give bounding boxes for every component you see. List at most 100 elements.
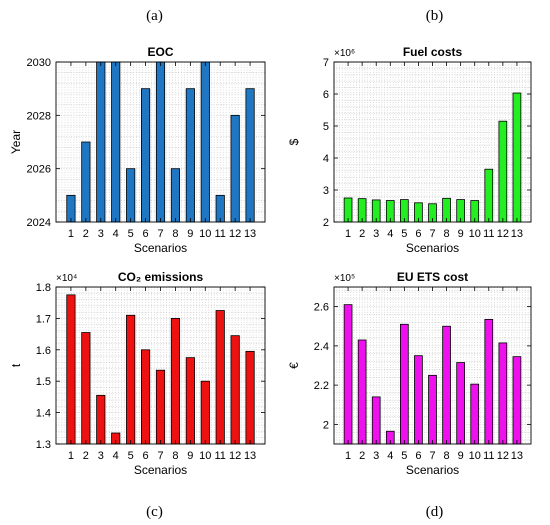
x-tick-label: 6 [415,228,421,240]
bar-2 [357,339,367,445]
bar-8 [170,168,181,223]
x-tick-label: 10 [469,228,481,240]
x-tick-label: 6 [143,450,149,462]
y-tick-label: 5 [323,121,329,133]
y-tick-label: 1.3 [36,439,51,451]
bar-6 [140,88,151,223]
y-tick-label: 4 [323,153,329,165]
x-tick-label: 5 [401,450,407,462]
x-tick-label: 6 [143,228,149,240]
bar-9 [456,362,465,445]
y-tick-label: 1.5 [36,376,51,388]
axis-multiplier: ×10⁶ [334,48,355,59]
x-tick-label: 6 [415,450,421,462]
x-tick-label: 3 [98,228,104,240]
y-tick-label: 2.4 [314,341,329,353]
bar-13 [245,350,255,445]
x-tick-label: 7 [429,228,435,240]
chart-title: EU ETS cost [397,270,468,284]
bar-5 [126,168,136,223]
bar-10 [470,383,480,445]
y-tick-label: 2.2 [314,380,329,392]
x-tick-label: 12 [497,450,509,462]
x-tick-label: 7 [157,450,163,462]
bar-2 [81,332,91,445]
bar-9 [185,357,195,445]
y-tick-label: 2030 [27,57,51,69]
x-tick-label: 12 [497,228,509,240]
x-tick-label: 8 [444,450,450,462]
bar-7 [155,369,166,445]
x-tick-label: 5 [401,228,407,240]
bar-12 [498,120,508,223]
x-tick-label: 5 [128,450,134,462]
x-tick-label: 11 [483,450,494,462]
y-tick-label: 2028 [27,110,51,122]
y-axis-label: € [287,362,301,369]
x-tick-label: 4 [113,450,119,462]
x-tick-label: 4 [387,228,393,240]
x-tick-label: 1 [345,228,351,240]
axis-multiplier: ×10⁵ [334,273,355,284]
x-tick-label: 3 [373,228,379,240]
bar-7 [428,374,437,445]
bar-9 [185,88,195,223]
bar-12 [230,114,240,223]
bar-3 [96,394,106,445]
y-tick-label: 2026 [27,164,51,176]
x-tick-label: 9 [458,228,464,240]
x-tick-label: 13 [511,228,523,240]
bar-13 [245,88,255,223]
chart-title: Fuel costs [403,45,463,59]
bar-5 [126,314,136,445]
x-tick-label: 4 [113,228,119,240]
bar-5 [400,323,409,445]
x-tick-label: 9 [187,228,193,240]
y-axis-label: t [9,363,23,367]
y-tick-label: 1.4 [36,408,51,420]
y-tick-label: 1.6 [36,345,51,357]
y-tick-label: 3 [323,185,329,197]
bar-6 [414,355,423,445]
panel-label: (a) [146,8,163,24]
bar-12 [230,335,240,445]
y-tick-label: 2 [323,419,329,431]
x-tick-label: 2 [359,228,365,240]
x-tick-label: 3 [373,450,379,462]
x-tick-label: 8 [172,450,178,462]
x-tick-label: 2 [359,450,365,462]
y-tick-label: 1.7 [36,313,51,325]
x-tick-label: 7 [429,450,435,462]
y-axis-label: Year [9,130,23,154]
x-tick-label: 7 [157,228,163,240]
bar-10 [200,380,210,445]
x-tick-label: 10 [469,450,481,462]
bar-10 [200,61,210,223]
panel-label: (d) [426,504,444,520]
x-tick-label: 10 [199,450,211,462]
bar-7 [155,61,166,223]
x-tick-label: 4 [387,450,393,462]
x-tick-label: 11 [215,228,226,240]
x-tick-label: 1 [345,450,351,462]
x-tick-label: 10 [199,228,211,240]
y-tick-label: 2.6 [314,302,329,314]
bar-11 [215,310,225,445]
x-tick-label: 2 [83,450,89,462]
x-tick-label: 12 [229,450,241,462]
x-tick-label: 12 [229,228,241,240]
x-tick-label: 8 [172,228,178,240]
bar-6 [140,349,151,445]
x-tick-label: 5 [128,228,134,240]
x-tick-label: 1 [68,228,74,240]
bar-3 [371,396,381,445]
bar-2 [81,141,91,223]
bar-4 [111,61,121,223]
x-tick-label: 3 [98,450,104,462]
y-tick-label: 1.8 [36,282,51,294]
bar-8 [170,317,181,445]
